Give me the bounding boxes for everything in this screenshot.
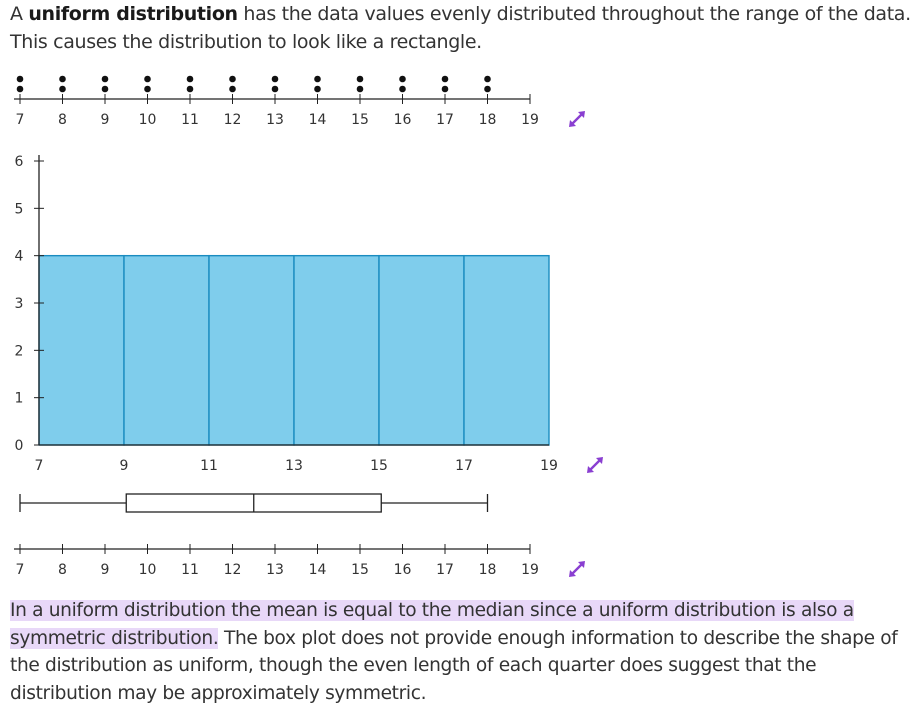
histogram-x-tick-label-11: 11	[200, 458, 218, 474]
dot-plot-tick-label-16: 16	[394, 112, 412, 128]
histogram-y-tick-label-1: 1	[15, 391, 24, 407]
histogram-y-tick-label-5: 5	[15, 201, 24, 217]
histogram-y-tick-label-6: 6	[15, 154, 24, 170]
intro-term: uniform distribution	[28, 3, 238, 25]
histogram: 0 1 2 3 4 5 6 7 9 11 13 15 17 19	[15, 154, 558, 474]
expand-dot-plot-icon[interactable]	[567, 109, 587, 129]
dot-plot-point-15-1	[356, 85, 364, 93]
box-plot-tick-label-12: 12	[224, 562, 242, 578]
dot-plot-point-17-1	[441, 85, 449, 93]
box-plot-tick-label-17: 17	[436, 562, 454, 578]
histogram-bar-9-11	[123, 254, 210, 446]
box-plot-tick-label-13: 13	[266, 562, 284, 578]
dot-plot-point-18-1	[484, 85, 491, 93]
box-plot-tick-label-16: 16	[394, 562, 412, 578]
dot-plot-tick-label-17: 17	[436, 112, 454, 128]
dot-plot-tick-label-12: 12	[224, 112, 242, 128]
box-plot-tick-label-14: 14	[309, 562, 327, 578]
dot-plot-tick-label-7: 7	[16, 112, 25, 128]
dot-plot-tick-label-11: 11	[181, 112, 199, 128]
histogram-x-tick-label-13: 13	[285, 458, 303, 474]
dot-plot-point-9-2	[101, 75, 109, 83]
dot-plot-point-11-1	[186, 85, 194, 93]
dot-plot-point-18-2	[484, 75, 491, 83]
dot-plot-point-14-2	[314, 75, 321, 83]
histogram-bar-17-19	[463, 254, 550, 446]
dot-plot-point-14-1	[314, 85, 321, 93]
intro-prefix: A	[10, 3, 29, 25]
dot-plot-point-13-1	[271, 85, 279, 93]
dot-plot-point-16-1	[399, 85, 406, 93]
dot-plot-tick-label-19: 19	[521, 112, 539, 128]
box-plot: 7 8 9 10 11 12 13 14 15 16 17 18 19	[14, 493, 539, 578]
dot-plot-point-10-1	[144, 85, 151, 93]
dot-plot-point-10-2	[144, 75, 151, 83]
box-plot-tick-label-10: 10	[139, 562, 157, 578]
dot-plot-point-15-2	[356, 75, 364, 83]
dot-plot-tick-label-15: 15	[351, 112, 369, 128]
dot-plot-point-8-2	[59, 75, 66, 83]
dot-plot-tick-label-14: 14	[309, 112, 327, 128]
box-plot-tick-label-18: 18	[479, 562, 497, 578]
expand-histogram-icon[interactable]	[585, 455, 605, 475]
intro-paragraph: A uniform distribution has the data valu…	[10, 1, 915, 56]
dot-plot-tick-label-8: 8	[58, 112, 67, 128]
dot-plot-point-11-2	[186, 75, 194, 83]
histogram-y-tick-label-3: 3	[15, 296, 24, 312]
histogram-bar-13-15	[293, 254, 380, 446]
histogram-y-tick-label-4: 4	[15, 249, 24, 265]
dot-plot-point-13-2	[271, 75, 279, 83]
histogram-y-tick-label-2: 2	[15, 343, 24, 359]
box-plot-tick-label-15: 15	[351, 562, 369, 578]
histogram-bar-15-17	[378, 254, 465, 446]
histogram-x-tick-label-19: 19	[540, 458, 558, 474]
histogram-x-tick-label-9: 9	[120, 458, 129, 474]
dot-plot-tick-label-9: 9	[101, 112, 110, 128]
box-plot-tick-label-11: 11	[181, 562, 199, 578]
explanation-rest: The box plot does not provide enough inf…	[10, 627, 898, 704]
expand-box-plot-icon[interactable]	[567, 559, 587, 579]
box-plot-tick-label-8: 8	[58, 562, 67, 578]
dot-plot-tick-label-13: 13	[266, 112, 284, 128]
histogram-x-tick-label-15: 15	[370, 458, 388, 474]
histogram-x-tick-label-7: 7	[35, 458, 44, 474]
dot-plot-point-8-1	[59, 85, 66, 93]
dot-plot-point-12-2	[229, 75, 236, 83]
dot-plot-point-9-1	[101, 85, 109, 93]
box-plot-tick-label-19: 19	[521, 562, 539, 578]
dot-plot-point-16-2	[399, 75, 406, 83]
intro-rest: has the data values evenly distributed t…	[10, 3, 911, 53]
histogram-x-tick-label-17: 17	[455, 458, 473, 474]
dot-plot-point-17-2	[441, 75, 449, 83]
histogram-bar-7-9	[38, 254, 125, 446]
box-plot-tick-label-7: 7	[16, 562, 25, 578]
explanation-paragraph: In a uniform distribution the mean is eq…	[10, 597, 915, 707]
dot-plot-point-12-1	[229, 85, 236, 93]
histogram-y-tick-label-0: 0	[15, 438, 24, 454]
dot-plot-tick-label-10: 10	[139, 112, 157, 128]
dot-plot-point-7-1	[16, 85, 24, 93]
box-plot-tick-label-9: 9	[101, 562, 110, 578]
dot-plot: 7 8 9 10 11 12 13 14 15 16 17 18 19	[14, 75, 539, 128]
dot-plot-tick-label-18: 18	[479, 112, 497, 128]
dot-plot-point-7-2	[16, 75, 24, 83]
